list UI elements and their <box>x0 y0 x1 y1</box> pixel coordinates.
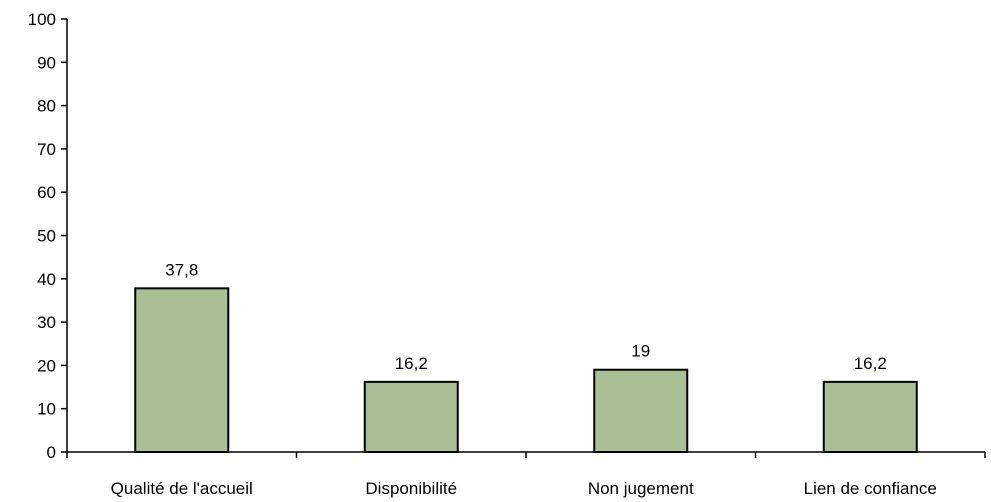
x-axis-ticks: Qualité de l'accueil Disponibilité Non jug… <box>66 452 986 498</box>
y-tick-label: 0 <box>47 443 56 462</box>
y-tick-label: 80 <box>37 97 56 116</box>
bar <box>363 380 459 454</box>
bar-data-label: 37,8 <box>165 260 198 279</box>
y-tick-label: 40 <box>37 270 56 289</box>
x-category-label: Qualité de l'accueil <box>111 479 253 498</box>
bar-data-label: 19 <box>631 342 650 361</box>
y-tick-label: 70 <box>37 140 56 159</box>
x-category-label: Lien de confiance <box>804 479 937 498</box>
y-tick-label: 30 <box>37 313 56 332</box>
y-tick-label: 10 <box>37 400 56 419</box>
y-tick-label: 20 <box>37 356 56 375</box>
bar <box>822 380 918 454</box>
y-tick-label: 50 <box>37 227 56 246</box>
bars <box>134 287 918 454</box>
y-tick-label: 90 <box>37 53 56 72</box>
y-tick-label: 60 <box>37 183 56 202</box>
bar-data-label: 16,2 <box>854 354 887 373</box>
bar <box>593 368 689 454</box>
bar-data-label: 16,2 <box>395 354 428 373</box>
data-labels: 37,8 16,2 19 16,2 <box>165 260 887 373</box>
y-tick-label: 100 <box>28 10 56 29</box>
x-category-label: Disponibilité <box>365 479 457 498</box>
y-axis-ticks: 0 10 20 30 40 50 60 70 80 90 100 <box>28 10 67 462</box>
bar <box>134 287 230 453</box>
x-category-label: Non jugement <box>588 479 694 498</box>
